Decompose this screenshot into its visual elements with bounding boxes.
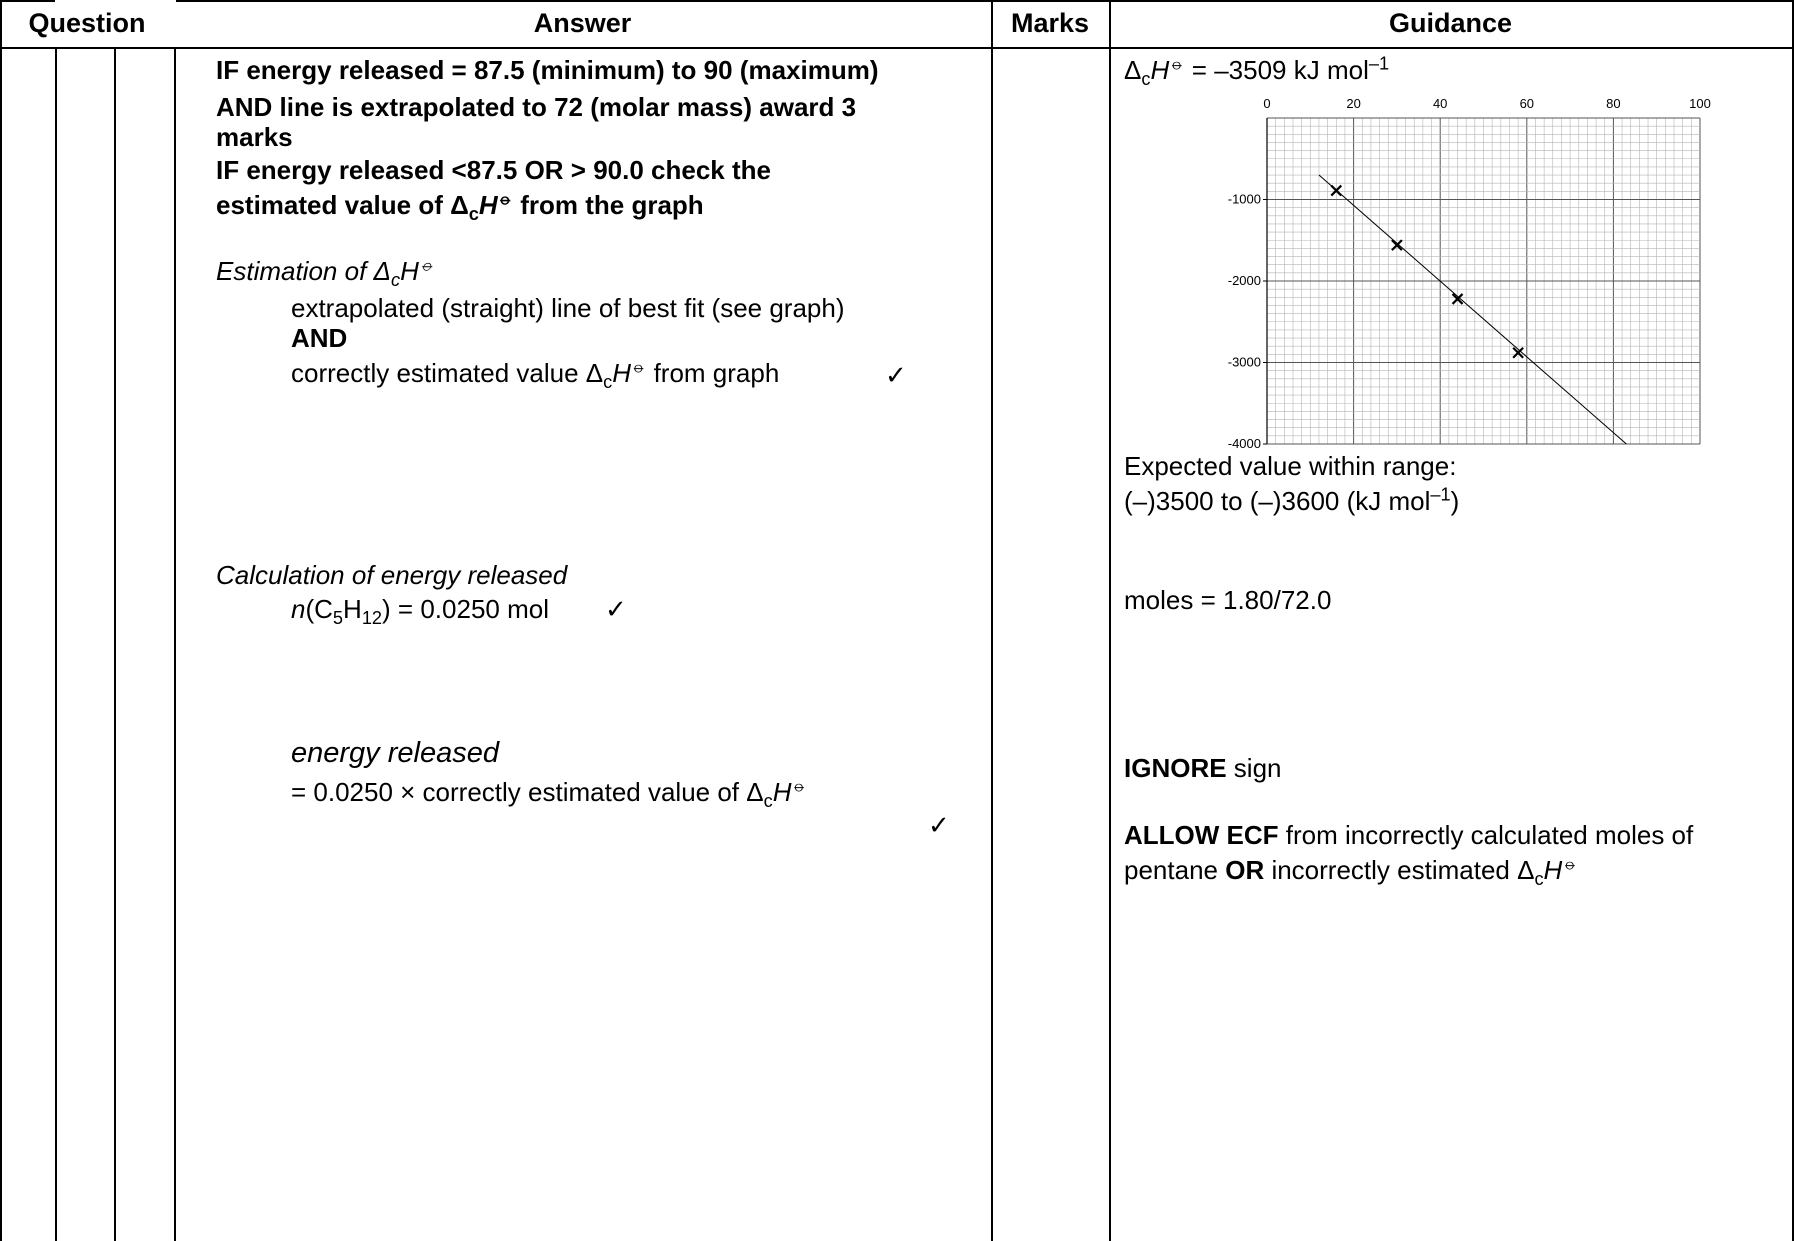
x-tick-label: 40 <box>1433 96 1447 111</box>
allow-guidance: ALLOW ECF from incorrectly calculated mo… <box>1124 820 1694 850</box>
expected-range-label: Expected value within range: <box>1124 451 1457 481</box>
data-point <box>1391 239 1403 251</box>
mark-tick: ✓ <box>605 594 627 624</box>
answer-line: IF energy released = 87.5 (minimum) to 9… <box>216 55 879 85</box>
mark-tick: ✓ <box>928 810 950 840</box>
col-border <box>174 0 176 1241</box>
calculation-heading: Calculation of energy released <box>216 560 568 590</box>
col-border <box>1792 0 1794 1241</box>
header-merge-mask <box>55 0 176 47</box>
col-border <box>991 0 993 1241</box>
mark-tick: ✓ <box>885 360 907 390</box>
data-point-stroke <box>1330 184 1343 197</box>
moles-guidance: moles = 1.80/72.0 <box>1124 585 1332 615</box>
y-tick-label: -4000 <box>1228 436 1261 451</box>
best-fit-line <box>1318 174 1627 445</box>
header-divider <box>0 47 1794 49</box>
energy-line: = 0.0250 × correctly estimated value of … <box>291 775 807 812</box>
col-border <box>0 0 2 1241</box>
y-tick-label: -3000 <box>1228 355 1261 370</box>
allow-guidance-cont: pentane OR incorrectly estimated ΔcH⦵ <box>1124 853 1578 890</box>
x-tick-label: 80 <box>1606 96 1620 111</box>
y-tick-label: -2000 <box>1228 273 1261 288</box>
expected-range-value: (–)3500 to (–)3600 (kJ mol–1) <box>1124 484 1460 516</box>
x-tick-label: 0 <box>1263 96 1270 111</box>
answer-line: marks <box>216 122 293 152</box>
enthalpy-value: ΔcH⦵ = –3509 kJ mol–1 <box>1124 53 1390 90</box>
answer-line: IF energy released <87.5 OR > 90.0 check… <box>216 155 771 185</box>
col-border <box>114 0 116 1241</box>
energy-heading: energy released <box>291 737 499 769</box>
estimation-line: correctly estimated value ΔcH⦵ from grap… <box>291 356 780 393</box>
x-tick-label: 20 <box>1346 96 1360 111</box>
answer-line: AND line is extrapolated to 72 (molar ma… <box>216 92 857 122</box>
estimation-line: extrapolated (straight) line of best fit… <box>291 293 845 323</box>
data-point <box>1451 293 1464 305</box>
x-tick-label: 100 <box>1689 96 1711 111</box>
estimation-and: AND <box>291 323 348 353</box>
extrapolation-graph: 0 20 40 60 80 100 -1000 -2000 -3000 -4000 <box>1228 96 1711 451</box>
ignore-guidance: IGNORE sign <box>1124 753 1282 783</box>
data-point-stroke <box>1512 346 1524 359</box>
x-tick-label: 60 <box>1520 96 1534 111</box>
estimation-heading: Estimation of ΔcH⦵ <box>216 254 435 291</box>
header-marks: Marks <box>1010 8 1090 38</box>
y-tick-label: -1000 <box>1228 192 1261 207</box>
header-answer: Answer <box>533 8 632 38</box>
header-guidance: Guidance <box>1388 8 1513 38</box>
data-point <box>1512 346 1524 359</box>
moles-line: n(C5H12) = 0.0250 mol <box>291 594 549 629</box>
data-point-stroke <box>1391 239 1403 251</box>
col-border <box>55 0 57 1241</box>
data-point-stroke <box>1451 293 1464 305</box>
table-top-border <box>0 0 1794 2</box>
header-question: Question <box>28 8 146 38</box>
answer-line: estimated value of ΔcH⦵ from the graph <box>216 188 704 225</box>
data-point <box>1330 184 1343 197</box>
col-border <box>1109 0 1111 1241</box>
